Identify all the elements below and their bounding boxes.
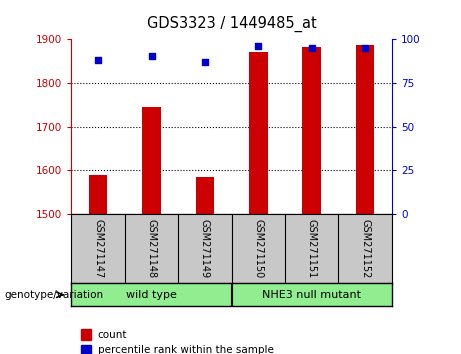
Point	[148, 53, 155, 59]
Text: GSM271151: GSM271151	[307, 219, 317, 278]
Text: NHE3 null mutant: NHE3 null mutant	[262, 290, 361, 300]
Point	[308, 45, 315, 51]
Bar	[356, 45, 374, 214]
Text: GSM271148: GSM271148	[147, 219, 157, 278]
Text: percentile rank within the sample: percentile rank within the sample	[98, 346, 274, 354]
Bar	[302, 47, 321, 214]
Bar	[142, 107, 161, 214]
Point	[254, 43, 262, 49]
Text: GSM271149: GSM271149	[200, 219, 210, 278]
Point	[361, 45, 369, 51]
Bar	[249, 52, 268, 214]
Text: wild type: wild type	[126, 290, 177, 300]
Text: GSM271150: GSM271150	[254, 219, 263, 278]
Text: count: count	[98, 330, 127, 339]
Text: GSM271152: GSM271152	[360, 219, 370, 278]
Point	[95, 57, 102, 63]
Bar	[89, 175, 107, 214]
Text: GDS3323 / 1449485_at: GDS3323 / 1449485_at	[147, 16, 317, 32]
Text: genotype/variation: genotype/variation	[5, 290, 104, 300]
Bar	[81, 345, 91, 354]
Text: GSM271147: GSM271147	[93, 219, 103, 278]
Point	[201, 59, 209, 64]
Bar	[81, 329, 91, 340]
Bar	[195, 177, 214, 214]
